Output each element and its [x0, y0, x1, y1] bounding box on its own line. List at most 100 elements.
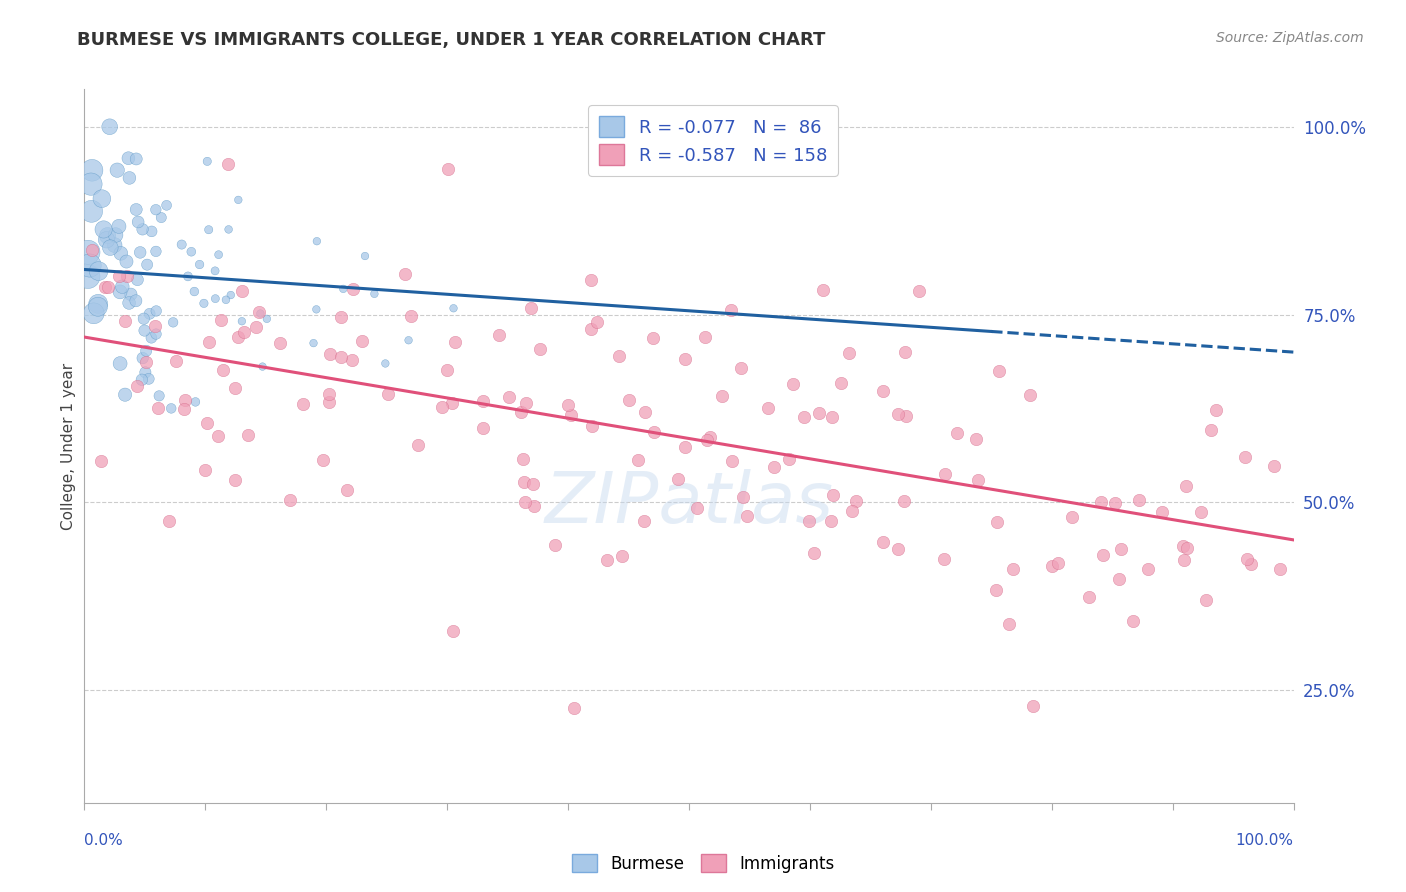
Point — [673, 440, 696, 454]
Point — [108, 268, 131, 283]
Point — [292, 397, 315, 411]
Point — [1189, 505, 1212, 519]
Legend: R = -0.077   N =  86, R = -0.587   N = 158: R = -0.077 N = 86, R = -0.587 N = 158 — [588, 105, 838, 176]
Point — [183, 285, 205, 299]
Point — [807, 406, 830, 420]
Point — [157, 514, 180, 528]
Point — [226, 330, 249, 344]
Point — [209, 313, 232, 327]
Point — [174, 392, 197, 407]
Point — [872, 384, 894, 399]
Point — [125, 202, 148, 217]
Point — [522, 477, 544, 491]
Point — [515, 396, 537, 410]
Point — [129, 245, 152, 260]
Point — [799, 514, 821, 528]
Point — [872, 534, 894, 549]
Point — [77, 245, 100, 260]
Point — [510, 405, 533, 419]
Point — [195, 154, 218, 169]
Point — [127, 378, 149, 392]
Point — [352, 334, 374, 349]
Point — [193, 296, 215, 310]
Point — [1090, 495, 1112, 509]
Point — [443, 301, 465, 316]
Point — [1091, 548, 1114, 562]
Point — [135, 354, 157, 368]
Point — [155, 198, 177, 212]
Point — [887, 407, 910, 421]
Point — [617, 393, 640, 408]
Point — [377, 387, 399, 401]
Point — [131, 351, 153, 365]
Point — [141, 331, 163, 345]
Point — [125, 293, 148, 308]
Point — [363, 286, 385, 301]
Point — [544, 538, 567, 552]
Point — [305, 302, 328, 317]
Point — [180, 244, 202, 259]
Point — [204, 292, 226, 306]
Point — [893, 493, 915, 508]
Point — [188, 258, 211, 272]
Point — [79, 259, 101, 273]
Point — [793, 409, 815, 424]
Point — [1060, 509, 1083, 524]
Point — [118, 296, 141, 310]
Point — [607, 350, 630, 364]
Point — [512, 452, 534, 467]
Point — [197, 223, 219, 237]
Point — [1173, 539, 1195, 553]
Point — [184, 395, 207, 409]
Point — [1128, 493, 1150, 508]
Point — [132, 311, 155, 326]
Point — [965, 432, 987, 446]
Point — [830, 376, 852, 391]
Point — [194, 462, 217, 476]
Point — [643, 425, 665, 439]
Point — [821, 410, 844, 425]
Point — [1240, 558, 1263, 572]
Point — [1205, 402, 1227, 417]
Point — [98, 120, 121, 134]
Point — [218, 222, 240, 236]
Point — [104, 227, 127, 242]
Legend: Burmese, Immigrants: Burmese, Immigrants — [565, 847, 841, 880]
Point — [472, 421, 495, 435]
Point — [430, 400, 453, 414]
Point — [173, 402, 195, 417]
Point — [245, 320, 267, 334]
Point — [217, 157, 239, 171]
Point — [141, 224, 163, 238]
Point — [131, 222, 153, 236]
Point — [83, 306, 105, 320]
Point — [488, 327, 510, 342]
Point — [441, 395, 464, 409]
Point — [105, 163, 128, 178]
Point — [87, 297, 110, 311]
Point — [138, 307, 160, 321]
Point — [823, 487, 845, 501]
Point — [756, 401, 779, 416]
Point — [231, 314, 253, 328]
Point — [127, 215, 149, 229]
Point — [120, 287, 142, 301]
Point — [820, 514, 842, 528]
Point — [108, 219, 131, 234]
Point — [523, 500, 546, 514]
Point — [247, 305, 270, 319]
Point — [165, 354, 187, 368]
Point — [988, 364, 1011, 378]
Point — [143, 318, 166, 333]
Point — [1108, 572, 1130, 586]
Point — [686, 500, 709, 515]
Point — [90, 192, 112, 206]
Point — [131, 373, 153, 387]
Point — [838, 346, 860, 360]
Point — [634, 405, 657, 419]
Point — [520, 301, 543, 316]
Point — [204, 264, 226, 278]
Point — [586, 315, 609, 329]
Point — [1136, 562, 1159, 576]
Point — [641, 331, 664, 345]
